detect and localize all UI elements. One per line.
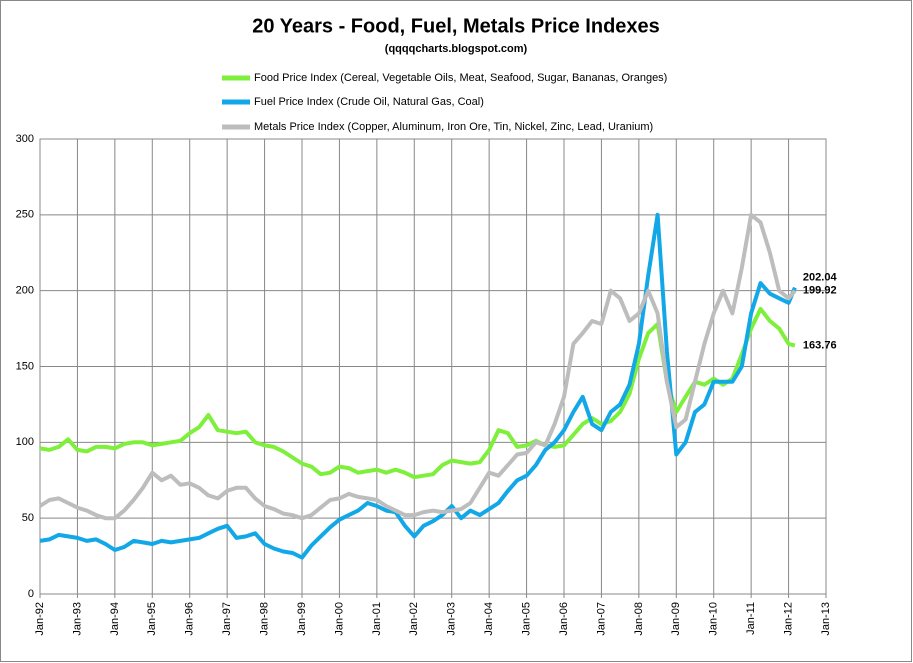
x-tick-label: Jan-99 xyxy=(296,602,308,636)
x-tick-label: Jan-09 xyxy=(670,602,682,636)
series-line xyxy=(38,212,797,521)
x-tick-label: Jan-98 xyxy=(258,602,270,636)
x-tick-label: Jan-93 xyxy=(71,602,83,636)
y-tick-label: 150 xyxy=(16,360,34,372)
x-tick-label: Jan-92 xyxy=(34,602,46,636)
value-label: 163.76 xyxy=(803,340,837,352)
x-tick-label: Jan-03 xyxy=(446,602,458,636)
y-tick-label: 0 xyxy=(28,588,34,600)
value-label: 202.04 xyxy=(803,271,838,283)
x-tick-label: Jan-96 xyxy=(184,602,196,636)
x-tick-label: Jan-12 xyxy=(782,602,794,636)
y-tick-label: 100 xyxy=(16,436,34,448)
legend-label: Metals Price Index (Copper, Aluminum, Ir… xyxy=(254,121,653,133)
chart-title: 20 Years - Food, Fuel, Metals Price Inde… xyxy=(252,15,660,37)
y-tick-label: 50 xyxy=(22,512,34,524)
y-tick-label: 250 xyxy=(16,209,34,221)
x-tick-label: Jan-01 xyxy=(371,602,383,636)
x-tick-label: Jan-13 xyxy=(820,602,832,636)
y-tick-label: 200 xyxy=(16,285,34,297)
x-tick-label: Jan-97 xyxy=(221,602,233,636)
x-tick-label: Jan-10 xyxy=(708,602,720,636)
y-tick-label: 300 xyxy=(16,133,34,145)
legend-label: Food Price Index (Cereal, Vegetable Oils… xyxy=(254,72,667,84)
value-label: 199.92 xyxy=(803,285,837,297)
chart-subtitle: (qqqqcharts.blogspot.com) xyxy=(385,43,528,55)
x-tick-label: Jan-00 xyxy=(333,602,345,636)
x-tick-label: Jan-11 xyxy=(745,602,757,635)
x-tick-label: Jan-02 xyxy=(408,602,420,636)
x-tick-label: Jan-06 xyxy=(558,602,570,636)
legend-label: Fuel Price Index (Crude Oil, Natural Gas… xyxy=(254,96,484,108)
x-tick-label: Jan-05 xyxy=(520,602,532,636)
x-tick-label: Jan-95 xyxy=(146,602,158,636)
x-tick-label: Jan-04 xyxy=(483,602,495,636)
x-tick-label: Jan-07 xyxy=(595,602,607,636)
x-tick-label: Jan-08 xyxy=(633,602,645,636)
x-tick-label: Jan-94 xyxy=(109,602,121,636)
